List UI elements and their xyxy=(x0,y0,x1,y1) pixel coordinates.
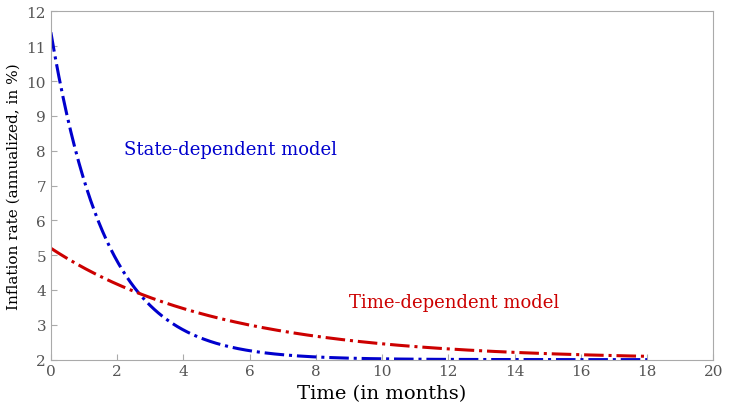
Text: Time-dependent model: Time-dependent model xyxy=(349,294,559,312)
X-axis label: Time (in months): Time (in months) xyxy=(297,384,466,402)
Text: State-dependent model: State-dependent model xyxy=(123,141,337,159)
Y-axis label: Inflation rate (annualized, in %): Inflation rate (annualized, in %) xyxy=(7,63,21,309)
